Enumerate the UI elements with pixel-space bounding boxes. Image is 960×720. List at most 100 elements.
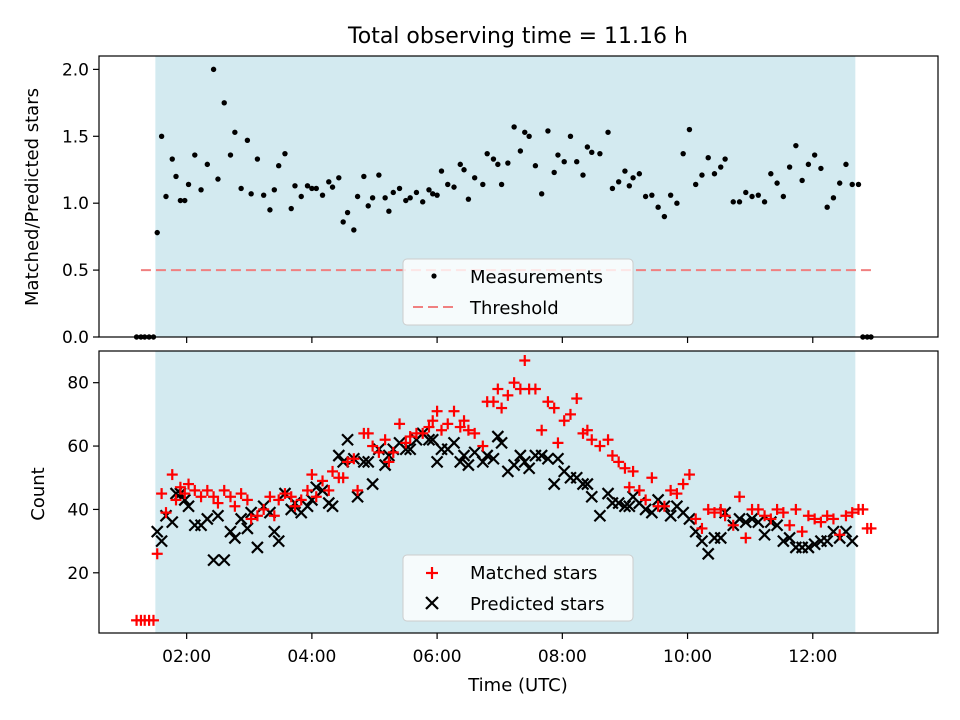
count-y-tick-label: 80 bbox=[67, 374, 89, 394]
predicted-star-point bbox=[752, 515, 765, 529]
measurement-point bbox=[177, 197, 184, 204]
matched-star-point bbox=[317, 475, 329, 487]
measurement-point bbox=[532, 163, 539, 169]
measurement-point bbox=[649, 192, 655, 198]
measurement-point bbox=[403, 197, 409, 204]
ratio-y-tick-label: 0.0 bbox=[62, 328, 89, 348]
measurement-point bbox=[227, 152, 234, 158]
measurement-point bbox=[589, 149, 595, 156]
measurement-point bbox=[711, 171, 718, 177]
measurement-point bbox=[471, 175, 478, 181]
predicted-star-point bbox=[366, 477, 379, 491]
measurement-point bbox=[275, 163, 282, 169]
predicted-star-point bbox=[758, 528, 771, 542]
matched-star-point bbox=[665, 484, 677, 496]
matched-star-point bbox=[301, 484, 313, 496]
matched-star-point bbox=[295, 494, 307, 506]
matched-star-point bbox=[469, 427, 481, 439]
predicted-star-point bbox=[547, 477, 561, 491]
predicted-star-point bbox=[645, 506, 659, 519]
time-x-tick-label: 08:00 bbox=[538, 647, 587, 667]
ratio-panel: 0.00.51.01.52.0 Matched/Predicted stars … bbox=[22, 55, 939, 348]
matched-star-point bbox=[702, 503, 714, 515]
predicted-star-point bbox=[777, 534, 790, 548]
count-legend: Matched stars Predicted stars bbox=[402, 554, 634, 622]
matched-star-point bbox=[147, 614, 159, 626]
matched-star-point bbox=[458, 415, 470, 427]
measurement-point bbox=[313, 185, 319, 192]
matched-star-point bbox=[502, 389, 514, 401]
count-y-tick-label: 60 bbox=[67, 437, 89, 457]
matched-star-point bbox=[160, 507, 172, 519]
ratio-y-tick-label: 0.5 bbox=[62, 261, 89, 281]
measurement-point bbox=[699, 172, 705, 178]
count-legend-box bbox=[402, 554, 634, 622]
predicted-star-point bbox=[211, 509, 225, 523]
measurement-point bbox=[382, 195, 388, 201]
predicted-star-point bbox=[430, 455, 444, 469]
matched-star-point bbox=[431, 405, 443, 417]
time-x-tick-label: 06:00 bbox=[413, 647, 462, 667]
measurement-point bbox=[390, 189, 396, 196]
predicted-star-point bbox=[522, 461, 536, 475]
matched-star-point bbox=[571, 393, 583, 405]
predicted-star-point bbox=[399, 442, 413, 456]
matched-star-point bbox=[777, 507, 789, 519]
matched-star-point bbox=[564, 408, 576, 420]
matched-star-point bbox=[245, 513, 257, 525]
matched-star-point bbox=[640, 494, 652, 506]
measurement-point bbox=[511, 124, 517, 130]
matched-star-point bbox=[156, 488, 168, 500]
matched-star-point bbox=[462, 424, 474, 436]
measurement-point bbox=[718, 164, 724, 170]
matched-star-point bbox=[802, 510, 814, 522]
predicted-star-point bbox=[639, 503, 652, 516]
predicted-star-point bbox=[581, 477, 594, 491]
measurement-point bbox=[319, 192, 326, 198]
matched-star-point bbox=[727, 519, 739, 531]
matched-star-point bbox=[496, 402, 508, 414]
matched-star-point bbox=[337, 472, 349, 484]
measurement-point bbox=[555, 152, 561, 158]
matched-star-point bbox=[400, 437, 412, 449]
matched-star-point bbox=[477, 440, 489, 452]
matched-star-point bbox=[387, 446, 399, 458]
predicted-star-point bbox=[207, 553, 220, 567]
matched-stars-points bbox=[131, 355, 877, 626]
measurement-point bbox=[451, 184, 457, 190]
matched-star-point bbox=[251, 510, 263, 522]
legend-matched-marker bbox=[426, 567, 438, 579]
legend-matched-label: Matched stars bbox=[470, 563, 597, 584]
measurement-point bbox=[185, 181, 192, 188]
matched-star-point bbox=[796, 526, 808, 538]
matched-star-point bbox=[865, 522, 877, 534]
predicted-star-point bbox=[453, 455, 467, 469]
measurement-point bbox=[260, 192, 267, 198]
predicted-star-point bbox=[224, 525, 237, 538]
measurement-point bbox=[336, 175, 342, 181]
measurement-point bbox=[526, 133, 532, 139]
measurement-point bbox=[605, 129, 611, 135]
measurement-point bbox=[457, 161, 463, 168]
measurement-point bbox=[799, 177, 805, 184]
measurement-point bbox=[173, 173, 179, 180]
matched-star-point bbox=[264, 491, 276, 503]
measurement-point bbox=[692, 181, 699, 188]
measurement-point bbox=[326, 179, 332, 185]
measurement-points bbox=[133, 66, 874, 340]
matched-star-point bbox=[151, 548, 163, 560]
matched-star-point bbox=[627, 465, 639, 477]
measurement-point bbox=[288, 205, 294, 212]
measurement-point bbox=[522, 129, 528, 135]
matched-star-point bbox=[827, 513, 839, 525]
predicted-star-point bbox=[585, 490, 599, 504]
measurement-point bbox=[182, 197, 188, 204]
predicted-star-point bbox=[301, 499, 314, 513]
matched-star-point bbox=[352, 484, 364, 496]
measurement-point bbox=[780, 193, 787, 200]
predicted-star-point bbox=[551, 452, 565, 466]
matched-star-point bbox=[690, 513, 702, 525]
measurement-point bbox=[376, 172, 382, 178]
matched-star-point bbox=[815, 516, 827, 528]
